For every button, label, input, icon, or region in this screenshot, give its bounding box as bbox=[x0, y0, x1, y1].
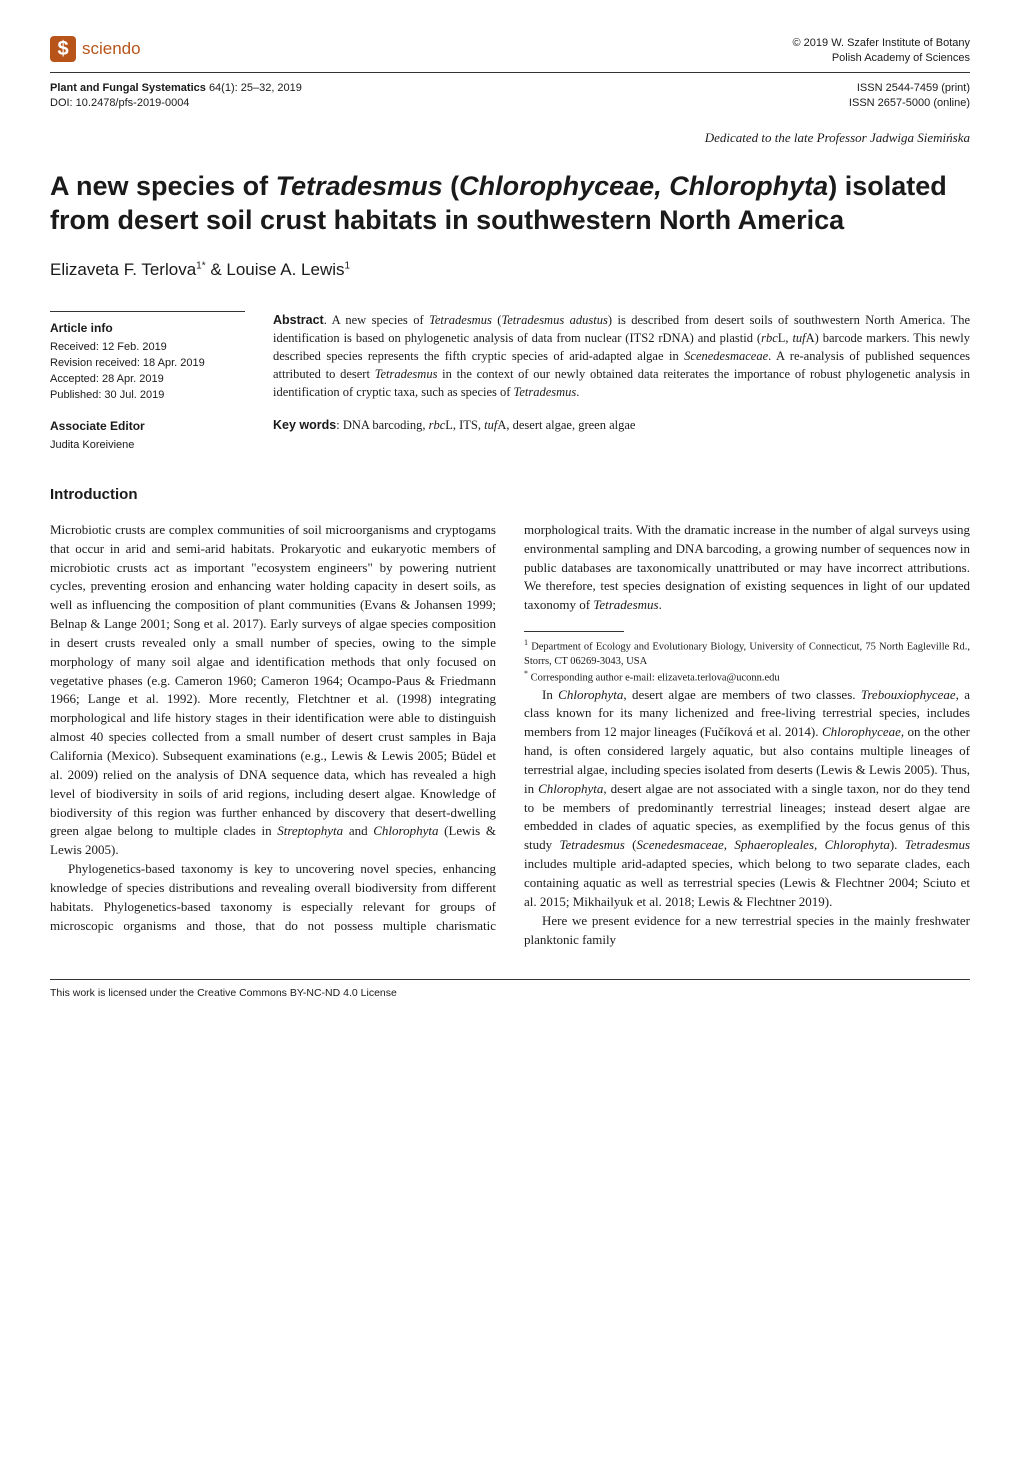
journal-right: ISSN 2544-7459 (print) ISSN 2657-5000 (o… bbox=[849, 81, 970, 111]
title-part-2: ( bbox=[443, 171, 460, 201]
body-p4: Here we present evidence for a new terre… bbox=[524, 912, 970, 950]
footnote-corresponding: * Corresponding author e-mail: elizaveta… bbox=[524, 669, 970, 686]
issn-print: ISSN 2544-7459 (print) bbox=[849, 81, 970, 96]
title-part-1: A new species of bbox=[50, 171, 276, 201]
associate-editor-name: Judita Koreiviene bbox=[50, 438, 245, 454]
dedication: Dedicated to the late Professor Jadwiga … bbox=[50, 128, 970, 148]
abstract-column: Abstract. A new species of Tetradesmus (… bbox=[273, 311, 970, 454]
authors: Elizaveta F. Terlova1* & Louise A. Lewis… bbox=[50, 257, 970, 283]
body-p1: Microbiotic crusts are complex communiti… bbox=[50, 521, 496, 860]
keywords-label: Key words bbox=[273, 418, 336, 432]
body-p3: In Chlorophyta, desert algae are members… bbox=[524, 686, 970, 912]
journal-info-row: Plant and Fungal Systematics 64(1): 25–3… bbox=[50, 81, 970, 111]
date-received: Received: 12 Feb. 2019 bbox=[50, 340, 245, 356]
copyright-line-1: © 2019 W. Szafer Institute of Botany bbox=[793, 36, 970, 51]
abstract-block: Abstract. A new species of Tetradesmus (… bbox=[273, 311, 970, 402]
copyright-block: © 2019 W. Szafer Institute of Botany Pol… bbox=[793, 36, 970, 66]
date-accepted: Accepted: 28 Apr. 2019 bbox=[50, 372, 245, 388]
article-dates: Received: 12 Feb. 2019 Revision received… bbox=[50, 340, 245, 404]
abstract-label: Abstract bbox=[273, 313, 324, 327]
title-genus-1: Tetradesmus bbox=[276, 171, 443, 201]
logo-letter: $ bbox=[57, 34, 68, 64]
article-info-heading: Article info bbox=[50, 320, 245, 337]
journal-doi: DOI: 10.2478/pfs-2019-0004 bbox=[50, 96, 302, 111]
footnote-marker-star: * bbox=[524, 669, 528, 678]
journal-title-issue: Plant and Fungal Systematics 64(1): 25–3… bbox=[50, 81, 302, 96]
journal-title: Plant and Fungal Systematics bbox=[50, 82, 206, 94]
abstract-text: . A new species of Tetradesmus (Tetrades… bbox=[273, 313, 970, 400]
footnote-affiliation: 1 Department of Ecology and Evolutionary… bbox=[524, 638, 970, 669]
journal-issue: 64(1): 25–32, 2019 bbox=[209, 82, 302, 94]
keywords-text: : DNA barcoding, rbcL, ITS, tufA, desert… bbox=[336, 418, 635, 432]
publisher-logo-block: $ sciendo bbox=[50, 36, 141, 62]
copyright-line-2: Polish Academy of Sciences bbox=[793, 51, 970, 66]
footnote-marker-1: 1 bbox=[524, 638, 528, 647]
meta-abstract-row: Article info Received: 12 Feb. 2019 Revi… bbox=[50, 311, 970, 454]
date-published: Published: 30 Jul. 2019 bbox=[50, 388, 245, 404]
affiliation-text: Department of Ecology and Evolutionary B… bbox=[524, 642, 970, 667]
keywords-block: Key words: DNA barcoding, rbcL, ITS, tuf… bbox=[273, 416, 970, 434]
body-text: Microbiotic crusts are complex communiti… bbox=[50, 521, 970, 950]
journal-left: Plant and Fungal Systematics 64(1): 25–3… bbox=[50, 81, 302, 111]
footnotes: 1 Department of Ecology and Evolutionary… bbox=[524, 638, 970, 686]
issn-online: ISSN 2657-5000 (online) bbox=[849, 96, 970, 111]
publisher-header: $ sciendo © 2019 W. Szafer Institute of … bbox=[50, 36, 970, 66]
article-info-column: Article info Received: 12 Feb. 2019 Revi… bbox=[50, 311, 245, 454]
sciendo-logo-icon: $ bbox=[50, 36, 76, 62]
date-revision: Revision received: 18 Apr. 2019 bbox=[50, 356, 245, 372]
introduction-heading: Introduction bbox=[50, 484, 970, 507]
associate-editor-heading: Associate Editor bbox=[50, 418, 245, 435]
corresponding-text: Corresponding author e-mail: elizaveta.t… bbox=[531, 672, 780, 683]
license-footer: This work is licensed under the Creative… bbox=[50, 986, 970, 1002]
title-genus-2: Chlorophyceae, Chlorophyta bbox=[459, 171, 828, 201]
header-rule bbox=[50, 72, 970, 73]
footer-rule bbox=[50, 979, 970, 980]
footnote-rule bbox=[524, 631, 624, 632]
publisher-name: sciendo bbox=[82, 36, 141, 62]
article-title: A new species of Tetradesmus (Chlorophyc… bbox=[50, 170, 970, 238]
